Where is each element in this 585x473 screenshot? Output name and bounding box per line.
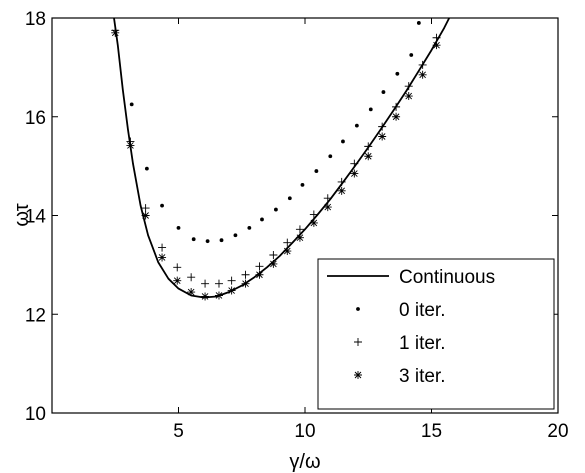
data-point-dot xyxy=(233,233,238,238)
data-point-dot xyxy=(314,169,319,173)
data-point-asterisk xyxy=(295,233,304,242)
legend-swatch-asterisk xyxy=(354,371,362,379)
data-point-asterisk xyxy=(350,169,359,178)
data-point-plus xyxy=(187,273,196,282)
data-point-dot xyxy=(247,225,252,230)
data-point-plus xyxy=(364,142,373,151)
data-point-asterisk xyxy=(378,132,387,141)
data-point-dot xyxy=(129,102,134,107)
data-point-dot xyxy=(219,238,224,243)
data-point-asterisk xyxy=(404,92,413,101)
data-point-asterisk xyxy=(173,276,182,285)
plot-series xyxy=(111,17,451,301)
data-point-dot xyxy=(395,71,400,76)
x-tick-label: 10 xyxy=(294,421,315,442)
data-point-plus xyxy=(309,210,318,219)
data-point-plus xyxy=(141,204,150,213)
data-point-asterisk xyxy=(201,292,210,301)
data-point-asterisk xyxy=(392,112,401,121)
data-point-dot xyxy=(260,217,264,222)
data-point-dot xyxy=(409,53,414,57)
data-point-plus xyxy=(337,177,346,186)
data-point-asterisk xyxy=(418,70,427,79)
legend: Continuous 0 iter. 1 iter. 3 iter. xyxy=(317,258,555,410)
data-point-asterisk xyxy=(214,291,223,300)
legend-label: Continuous xyxy=(399,267,495,288)
y-tick-label: 10 xyxy=(25,404,46,425)
data-point-plus xyxy=(350,159,359,168)
data-point-dot xyxy=(354,123,359,128)
data-point-plus xyxy=(418,60,427,69)
data-point-plus xyxy=(201,279,210,288)
data-point-asterisk xyxy=(141,211,150,220)
data-point-dot xyxy=(300,182,305,187)
data-point-asterisk xyxy=(364,152,373,161)
data-point-plus xyxy=(392,102,401,111)
y-tick-label: 16 xyxy=(25,108,46,129)
legend-box xyxy=(317,258,555,410)
data-point-dot xyxy=(191,237,196,242)
x-tick-label: 15 xyxy=(421,421,442,442)
data-point-dot xyxy=(328,154,333,159)
data-point-plus xyxy=(173,263,182,272)
data-point-asterisk xyxy=(187,288,196,297)
x-tick-label: 20 xyxy=(547,421,568,442)
data-point-dot xyxy=(160,203,164,208)
data-point-asterisk xyxy=(432,41,441,50)
data-point-dot xyxy=(205,239,210,244)
data-point-asterisk xyxy=(283,247,292,256)
y-tick-label: 14 xyxy=(25,207,47,228)
data-point-plus xyxy=(283,238,292,247)
data-point-plus xyxy=(295,225,304,234)
axis-ticks: 5 10 15 20 10 12 14 16 18 xyxy=(25,9,569,442)
data-point-asterisk xyxy=(227,286,236,295)
data-point-asterisk xyxy=(111,28,120,37)
legend-label: 3 iter. xyxy=(399,366,445,387)
data-point-plus xyxy=(255,262,264,271)
data-point-asterisk xyxy=(241,279,250,288)
data-point-asterisk xyxy=(126,141,135,150)
data-point-dot xyxy=(368,107,373,112)
data-point-dot xyxy=(144,166,149,171)
data-point-plus xyxy=(323,194,332,203)
data-point-asterisk xyxy=(337,186,346,195)
legend-swatch-dot xyxy=(356,307,360,311)
y-tick-label: 12 xyxy=(25,305,46,326)
y-axis-label: ωτ xyxy=(11,203,33,226)
data-point-plus xyxy=(378,122,387,131)
data-point-plus xyxy=(158,243,167,252)
data-point-dot xyxy=(274,207,278,212)
data-point-dot xyxy=(176,225,181,230)
data-point-plus xyxy=(269,251,278,259)
data-point-asterisk xyxy=(309,218,318,227)
legend-label: 1 iter. xyxy=(399,333,445,354)
series-line-continuous xyxy=(113,17,451,299)
data-point-dot xyxy=(341,139,345,144)
data-point-plus xyxy=(227,276,236,285)
data-point-asterisk xyxy=(255,270,264,279)
legend-label: 0 iter. xyxy=(399,300,445,321)
data-point-asterisk xyxy=(269,259,278,268)
data-point-dot xyxy=(416,21,421,25)
data-point-plus xyxy=(214,279,223,288)
data-point-asterisk xyxy=(323,203,332,212)
data-point-asterisk xyxy=(158,253,167,262)
data-point-plus xyxy=(241,270,250,279)
y-tick-label: 18 xyxy=(25,9,46,30)
legend-swatch-plus xyxy=(354,338,362,346)
data-point-dot xyxy=(287,196,292,201)
x-axis-label: γ/ω xyxy=(289,451,320,473)
data-point-dot xyxy=(381,90,386,94)
data-point-plus xyxy=(432,33,441,42)
x-tick-label: 5 xyxy=(173,421,184,442)
data-point-plus xyxy=(404,82,413,91)
